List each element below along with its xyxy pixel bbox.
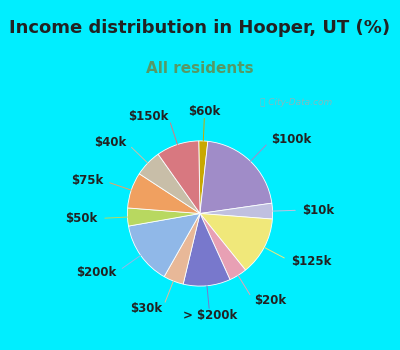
Text: $10k: $10k xyxy=(302,204,335,217)
Wedge shape xyxy=(128,214,200,276)
Text: $150k: $150k xyxy=(128,110,168,122)
Wedge shape xyxy=(164,214,200,284)
Wedge shape xyxy=(200,203,272,219)
Wedge shape xyxy=(139,154,200,214)
Text: $200k: $200k xyxy=(76,266,116,279)
Text: > $200k: > $200k xyxy=(183,309,237,322)
Wedge shape xyxy=(183,214,230,286)
Text: $100k: $100k xyxy=(271,133,312,146)
Wedge shape xyxy=(199,141,208,214)
Text: $125k: $125k xyxy=(291,255,331,268)
Text: $50k: $50k xyxy=(65,212,98,225)
Wedge shape xyxy=(200,214,246,280)
Text: Ⓣ City-Data.com: Ⓣ City-Data.com xyxy=(260,98,332,107)
Text: $75k: $75k xyxy=(71,174,103,187)
Wedge shape xyxy=(158,141,200,214)
Text: Income distribution in Hooper, UT (%): Income distribution in Hooper, UT (%) xyxy=(10,19,390,37)
Text: $60k: $60k xyxy=(188,105,221,118)
Wedge shape xyxy=(200,141,272,214)
Wedge shape xyxy=(128,174,200,214)
Wedge shape xyxy=(128,208,200,226)
Text: $30k: $30k xyxy=(130,302,162,315)
Wedge shape xyxy=(200,214,272,270)
Text: $20k: $20k xyxy=(254,294,286,307)
Text: All residents: All residents xyxy=(146,61,254,76)
Text: $40k: $40k xyxy=(94,136,126,149)
